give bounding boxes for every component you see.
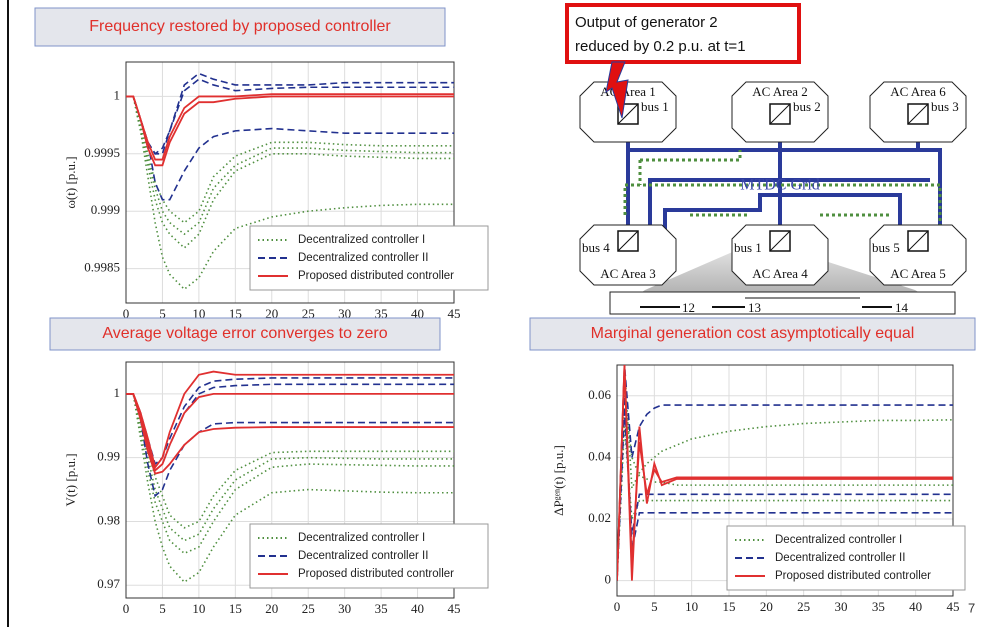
x-tick-label: 5 <box>651 599 658 614</box>
node-label: 12 <box>682 300 695 315</box>
area-label: AC Area 2 <box>752 84 808 99</box>
area-label: AC Area 5 <box>890 266 946 281</box>
x-tick-label: 20 <box>265 601 278 616</box>
bus-label: bus 1 <box>641 99 669 114</box>
legend-label: Proposed distributed controller <box>298 568 454 580</box>
y-tick-label: 0.999 <box>91 202 120 217</box>
callout-text: reduced by 0.2 p.u. at t=1 <box>575 38 746 55</box>
chart: 0 5 10 15 20 25 30 35 40 45 0.97 0.98 0.99 1 V(t) [p.u… <box>63 362 488 616</box>
y-tick-label: 0.98 <box>97 512 120 527</box>
x-tick-label: 35 <box>375 601 388 616</box>
chart: 0510152025303540450.99850.9990.99951ω(t)… <box>63 62 488 321</box>
area-label: AC Area 3 <box>600 266 656 281</box>
node-label: 14 <box>895 300 909 315</box>
chart-title: Marginal generation cost asymptotically … <box>591 325 915 342</box>
chart: 0 5 10 15 20 25 30 35 40 45 0 0.02 0.04 0.06 ΔPᵍᵉⁿ(t) … <box>551 365 965 614</box>
page-number: 7 <box>968 600 975 615</box>
x-tick-label: 25 <box>797 599 810 614</box>
legend-label: Proposed distributed controller <box>775 570 931 582</box>
chart-title: Frequency restored by proposed controlle… <box>89 18 391 35</box>
x-tick-label: 15 <box>723 599 736 614</box>
x-tick-label: 20 <box>760 599 773 614</box>
bus-label: bus 5 <box>872 240 900 255</box>
node-label: 13 <box>748 300 761 315</box>
legend-label: Decentralized controller II <box>298 252 428 264</box>
bus-label: bus 4 <box>582 240 610 255</box>
y-tick-label: 0.99 <box>97 449 120 464</box>
area-label: AC Area 4 <box>752 266 808 281</box>
y-tick-label: 0 <box>605 572 612 587</box>
bus-label: bus 1 <box>734 240 762 255</box>
y-tick-label: 0.9995 <box>84 145 120 160</box>
legend-label: Proposed distributed controller <box>298 270 454 282</box>
legend-label: Decentralized controller I <box>775 534 902 546</box>
x-tick-label: 40 <box>909 599 922 614</box>
y-axis-label: ΔPᵍᵉⁿ(t) [p.u.] <box>551 445 566 516</box>
x-tick-label: 25 <box>302 601 315 616</box>
x-tick-label: 45 <box>448 601 461 616</box>
grid-label: MTDC Grid <box>740 177 820 194</box>
y-tick-label: 0.9985 <box>84 260 120 275</box>
x-tick-label: 30 <box>338 601 351 616</box>
x-tick-label: 30 <box>835 599 848 614</box>
bus-label: bus 3 <box>931 99 959 114</box>
x-tick-label: 0 <box>123 601 130 616</box>
y-tick-label: 1 <box>114 87 121 102</box>
legend-label: Decentralized controller II <box>775 552 905 564</box>
y-tick-label: 0.04 <box>588 448 611 463</box>
x-tick-label: 0 <box>614 599 621 614</box>
x-tick-label: 35 <box>872 599 885 614</box>
x-tick-label: 5 <box>159 601 166 616</box>
x-tick-label: 15 <box>229 601 242 616</box>
legend-label: Decentralized controller II <box>298 550 428 562</box>
x-tick-label: 10 <box>192 601 205 616</box>
bus-label: bus 2 <box>793 99 821 114</box>
chart-title: Average voltage error converges to zero <box>102 325 387 342</box>
y-axis-label: V(t) [p.u.] <box>63 453 78 506</box>
legend-label: Decentralized controller I <box>298 234 425 246</box>
y-tick-label: 0.97 <box>97 576 120 591</box>
y-tick-label: 1 <box>114 385 121 400</box>
x-tick-label: 40 <box>411 601 424 616</box>
area-label: AC Area 6 <box>890 84 946 99</box>
x-tick-label: 10 <box>685 599 698 614</box>
y-axis-label: ω(t) [p.u.] <box>63 156 78 208</box>
callout-text: Output of generator 2 <box>575 14 718 31</box>
x-tick-label: 45 <box>947 599 960 614</box>
x-tick-label: 45 <box>448 306 461 321</box>
y-tick-label: 0.02 <box>588 510 611 525</box>
y-tick-label: 0.06 <box>588 387 611 402</box>
slide: 0510152025303540450.99850.9990.99951ω(t)… <box>0 0 992 627</box>
legend-label: Decentralized controller I <box>298 532 425 544</box>
